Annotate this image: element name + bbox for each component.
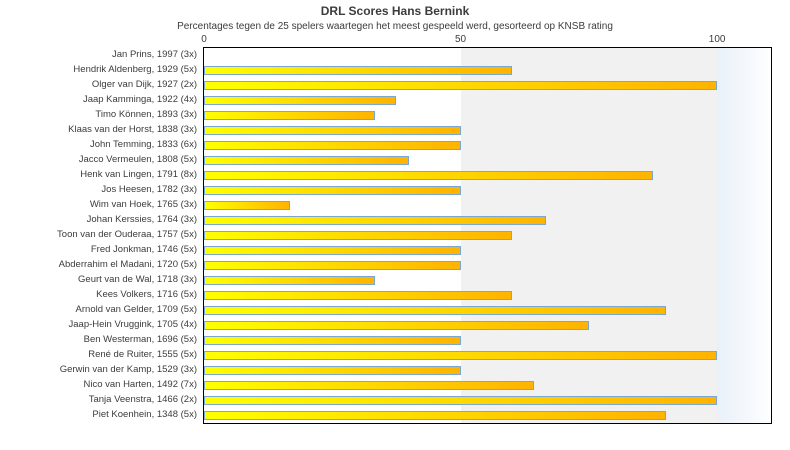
chart-title: DRL Scores Hans Bernink bbox=[320, 4, 470, 18]
bar-row bbox=[204, 153, 771, 168]
score-bar bbox=[204, 186, 461, 195]
bar-row bbox=[204, 408, 771, 423]
y-axis-label: Jos Heesen, 1782 (3x) bbox=[101, 184, 197, 195]
bar-row bbox=[204, 78, 771, 93]
score-bar bbox=[204, 231, 512, 240]
bar-row bbox=[204, 183, 771, 198]
x-tick-label: 50 bbox=[454, 34, 467, 45]
score-bar bbox=[204, 171, 653, 180]
y-axis-label: Nico van Harten, 1492 (7x) bbox=[83, 379, 197, 390]
y-axis-label: Piet Koenhein, 1348 (5x) bbox=[92, 409, 197, 420]
bar-row bbox=[204, 213, 771, 228]
score-bar bbox=[204, 201, 290, 210]
x-tick-label: 100 bbox=[708, 34, 726, 45]
y-axis-labels: Jan Prins, 1997 (3x) Hendrik Aldenberg, 1… bbox=[0, 47, 197, 422]
y-axis-label: Klaas van der Horst, 1838 (3x) bbox=[68, 124, 197, 135]
y-axis-label: Jan Prins, 1997 (3x) bbox=[111, 49, 197, 60]
y-axis-label: Olger van Dijk, 1927 (2x) bbox=[91, 79, 197, 90]
rows bbox=[204, 48, 771, 423]
y-axis-label: Johan Kerssies, 1764 (3x) bbox=[86, 214, 197, 225]
y-axis-label: Wim van Hoek, 1765 (3x) bbox=[89, 199, 197, 210]
score-bar bbox=[204, 216, 547, 225]
score-bar bbox=[204, 306, 666, 315]
score-bar bbox=[204, 96, 397, 105]
bar-row bbox=[204, 393, 771, 408]
y-axis-label: Gerwin van der Kamp, 1529 (3x) bbox=[59, 364, 197, 375]
score-bar bbox=[204, 66, 512, 75]
plot-band bbox=[717, 48, 771, 423]
score-bar bbox=[204, 411, 666, 420]
score-bar bbox=[204, 321, 589, 330]
bar-row bbox=[204, 168, 771, 183]
y-axis-label: Kees Volkers, 1716 (5x) bbox=[96, 289, 197, 300]
bar-row bbox=[204, 363, 771, 378]
y-axis-label: Tanja Veenstra, 1466 (2x) bbox=[88, 394, 197, 405]
y-axis-label: Jaap-Hein Vruggink, 1705 (4x) bbox=[68, 319, 198, 330]
bar-row bbox=[204, 48, 771, 63]
score-bar bbox=[204, 381, 534, 390]
bar-row bbox=[204, 198, 771, 213]
plot-area bbox=[203, 47, 772, 424]
y-axis-label: Hendrik Aldenberg, 1929 (5x) bbox=[73, 64, 197, 75]
y-axis-label: Arnold van Gelder, 1709 (5x) bbox=[75, 304, 197, 315]
x-tick-label: 0 bbox=[201, 34, 207, 45]
y-axis-label: René de Ruiter, 1555 (5x) bbox=[88, 349, 197, 360]
score-bar bbox=[204, 156, 410, 165]
score-bar bbox=[204, 141, 461, 150]
score-bar bbox=[204, 366, 461, 375]
bar-row bbox=[204, 273, 771, 288]
bar-row bbox=[204, 333, 771, 348]
y-axis-label: Jacco Vermeulen, 1808 (5x) bbox=[78, 154, 197, 165]
y-axis-label: Abderrahim el Madani, 1720 (5x) bbox=[58, 259, 197, 270]
score-bar bbox=[204, 81, 718, 90]
y-axis-label: Timo Können, 1893 (3x) bbox=[95, 109, 197, 120]
bar-row bbox=[204, 378, 771, 393]
bar-row bbox=[204, 243, 771, 258]
y-axis-label: Jaap Kamminga, 1922 (4x) bbox=[82, 94, 197, 105]
bar-row bbox=[204, 288, 771, 303]
score-bar bbox=[204, 351, 718, 360]
y-axis-label: Fred Jonkman, 1746 (5x) bbox=[90, 244, 197, 255]
bar-row bbox=[204, 348, 771, 363]
score-bar bbox=[204, 291, 512, 300]
x-axis-ticks: 0 50 100 bbox=[0, 34, 790, 47]
bar-row bbox=[204, 108, 771, 123]
score-bar bbox=[204, 396, 718, 405]
score-bar bbox=[204, 276, 375, 285]
y-axis-label: Geurt van de Wal, 1718 (3x) bbox=[78, 274, 197, 285]
score-bar bbox=[204, 111, 375, 120]
y-axis-label: Henk van Lingen, 1791 (8x) bbox=[80, 169, 197, 180]
bar-row bbox=[204, 123, 771, 138]
y-axis-label: John Temming, 1833 (6x) bbox=[89, 139, 197, 150]
bar-row bbox=[204, 303, 771, 318]
bar-row bbox=[204, 138, 771, 153]
bar-row bbox=[204, 318, 771, 333]
chart-subtitle: Percentages tegen de 25 spelers waartege… bbox=[177, 21, 613, 32]
bar-row bbox=[204, 228, 771, 243]
bar-row bbox=[204, 258, 771, 273]
bar-row bbox=[204, 93, 771, 108]
score-bar bbox=[204, 261, 461, 270]
score-bar bbox=[204, 246, 461, 255]
y-axis-label: Toon van der Ouderaa, 1757 (5x) bbox=[57, 229, 197, 240]
score-bar bbox=[204, 336, 461, 345]
score-bar bbox=[204, 126, 461, 135]
y-axis-label: Ben Westerman, 1696 (5x) bbox=[83, 334, 197, 345]
bar-row bbox=[204, 63, 771, 78]
